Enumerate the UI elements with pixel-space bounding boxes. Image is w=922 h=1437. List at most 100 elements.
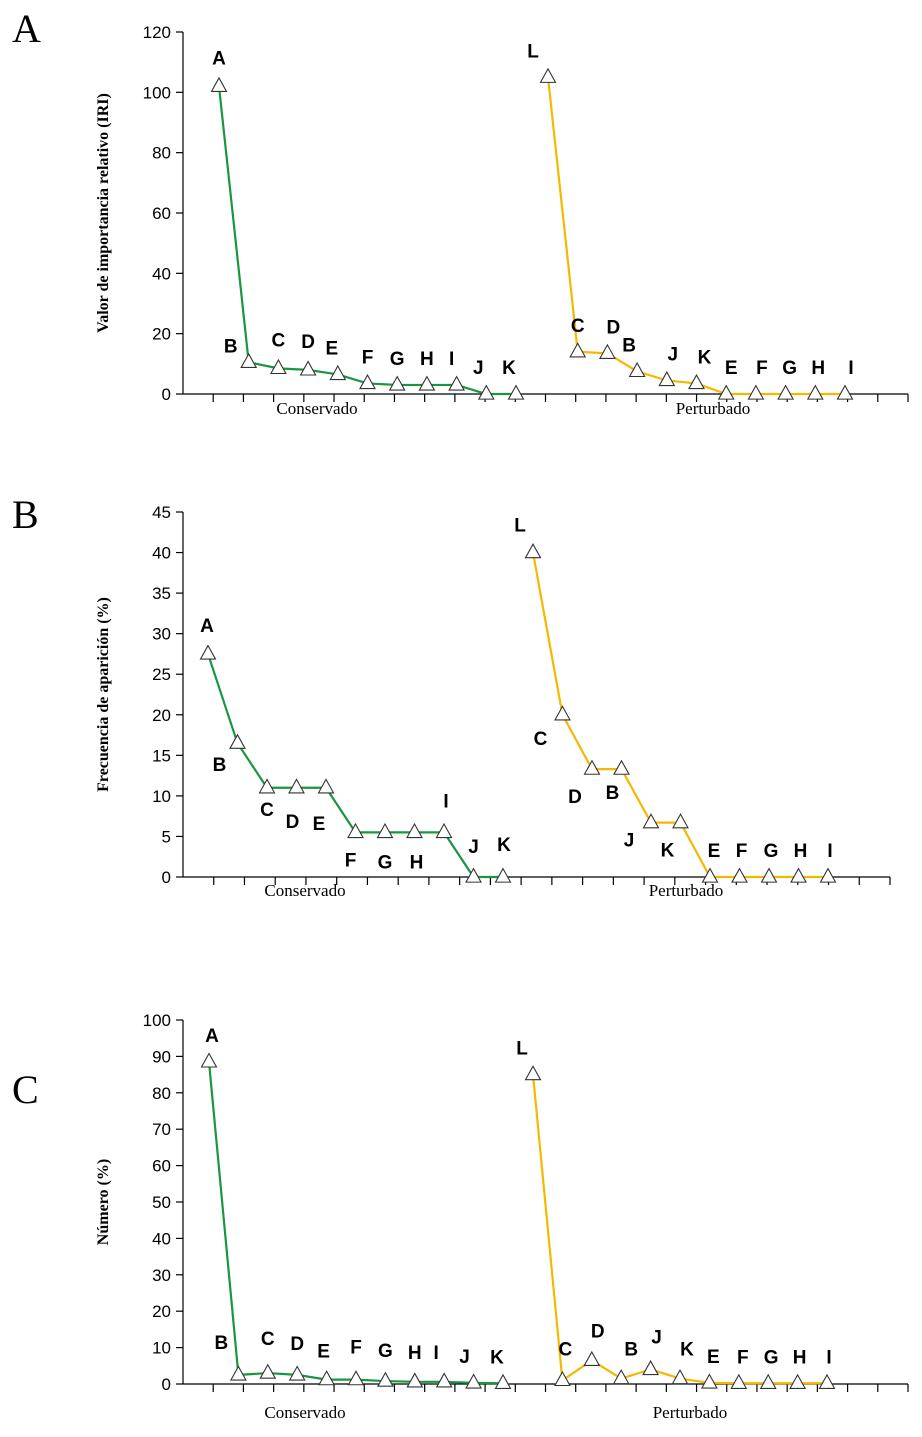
y-tick-label: 40 [152, 264, 171, 283]
data-point-label: E [325, 338, 338, 359]
y-tick-label: 60 [152, 1157, 171, 1176]
data-point-label: H [794, 841, 808, 862]
data-point-marker [658, 370, 676, 387]
data-point-label: C [261, 1329, 275, 1350]
panel-letter: B [12, 492, 39, 537]
data-point-marker [731, 867, 748, 883]
data-point-marker [418, 375, 436, 391]
data-point-marker [672, 813, 689, 829]
data-point-marker [200, 1052, 218, 1068]
y-tick-label: 25 [152, 665, 171, 684]
data-point-marker [318, 1370, 336, 1386]
data-point-marker [583, 1350, 601, 1367]
data-point-label: K [661, 841, 675, 862]
data-point-marker [388, 375, 406, 391]
data-point-marker [524, 1065, 542, 1081]
y-tick-label: 30 [152, 1266, 171, 1285]
y-tick-label: 60 [152, 204, 171, 223]
data-point-marker [613, 759, 630, 775]
data-point-marker [494, 867, 512, 883]
data-point-marker [406, 1372, 424, 1388]
data-point-label: I [827, 841, 832, 862]
data-point-label: D [290, 1334, 304, 1355]
y-tick-label: 20 [152, 1302, 171, 1321]
data-point-marker [329, 364, 347, 381]
y-axis-label: Frecuencia de aparición (%) [95, 597, 112, 792]
y-tick-label: 10 [152, 787, 171, 806]
data-point-label: D [591, 1321, 605, 1342]
data-point-marker [819, 867, 837, 883]
data-point-marker [642, 813, 660, 829]
data-point-marker [569, 342, 587, 358]
data-point-label: G [390, 349, 405, 370]
data-point-label: G [764, 1347, 779, 1368]
group-label: Perturbado [676, 399, 751, 418]
y-tick-label: 15 [152, 746, 171, 765]
data-point-label: L [514, 516, 526, 537]
data-point-marker [406, 822, 423, 839]
data-point-marker [259, 1363, 277, 1379]
data-point-label: I [434, 1343, 439, 1364]
series-line [207, 1061, 504, 1385]
data-point-label: C [272, 330, 286, 351]
panel-letter: A [12, 6, 41, 51]
data-point-marker [199, 644, 217, 660]
data-point-marker [730, 1373, 748, 1389]
data-point-marker [700, 1373, 718, 1389]
panel-B: B 0 5 10 15 20 25 30 35 40 45 Frecuencia de aparici… [12, 492, 891, 900]
data-point-marker [229, 1365, 247, 1381]
data-point-label: G [378, 1341, 393, 1362]
data-point-marker [717, 384, 735, 400]
y-tick-label: 70 [152, 1120, 171, 1139]
data-point-label: F [736, 841, 748, 862]
data-point-marker [288, 778, 305, 794]
data-point-marker [347, 1370, 365, 1386]
data-point-label: D [301, 332, 315, 353]
data-point-marker [790, 867, 807, 883]
data-point-marker [628, 361, 646, 378]
y-tick-label: 40 [152, 1229, 171, 1248]
data-point-label: A [205, 1026, 219, 1047]
data-point-label: F [362, 347, 374, 368]
data-point-marker [553, 1370, 571, 1387]
data-point-label: B [224, 336, 238, 357]
data-point-marker [299, 360, 317, 376]
data-point-label: C [534, 729, 548, 750]
data-point-marker [583, 759, 601, 775]
data-point-label: E [313, 814, 326, 835]
data-point-marker [494, 1373, 512, 1389]
data-point-marker [229, 733, 246, 749]
y-tick-label: 20 [152, 325, 171, 344]
y-tick-label: 0 [162, 868, 171, 887]
data-point-label: H [408, 1343, 422, 1364]
data-point-label: F [756, 358, 768, 379]
data-point-marker [701, 867, 719, 883]
data-point-label: I [826, 1347, 831, 1368]
data-point-label: J [459, 1347, 470, 1368]
data-point-marker [507, 384, 525, 400]
data-point-label: E [725, 358, 738, 379]
data-point-marker [347, 822, 364, 839]
data-point-label: K [490, 1347, 504, 1368]
series-line [531, 1074, 827, 1385]
data-point-marker [836, 384, 854, 400]
y-tick-label: 30 [152, 625, 171, 644]
data-point-label: G [378, 852, 393, 873]
panel-A: A 0 20 40 60 80 100 120 Valor de importancia rel… [12, 6, 909, 418]
data-point-marker [539, 67, 557, 83]
data-point-marker [359, 373, 376, 390]
data-point-marker [465, 867, 482, 883]
data-point-marker [448, 375, 466, 391]
y-tick-label: 35 [152, 584, 171, 603]
y-tick-label: 20 [152, 706, 171, 725]
data-point-label: E [317, 1342, 330, 1363]
data-point-label: J [468, 837, 479, 858]
data-point-label: H [420, 349, 434, 370]
data-point-marker [317, 778, 335, 794]
data-point-marker [671, 1369, 689, 1385]
y-tick-label: 50 [152, 1193, 171, 1212]
